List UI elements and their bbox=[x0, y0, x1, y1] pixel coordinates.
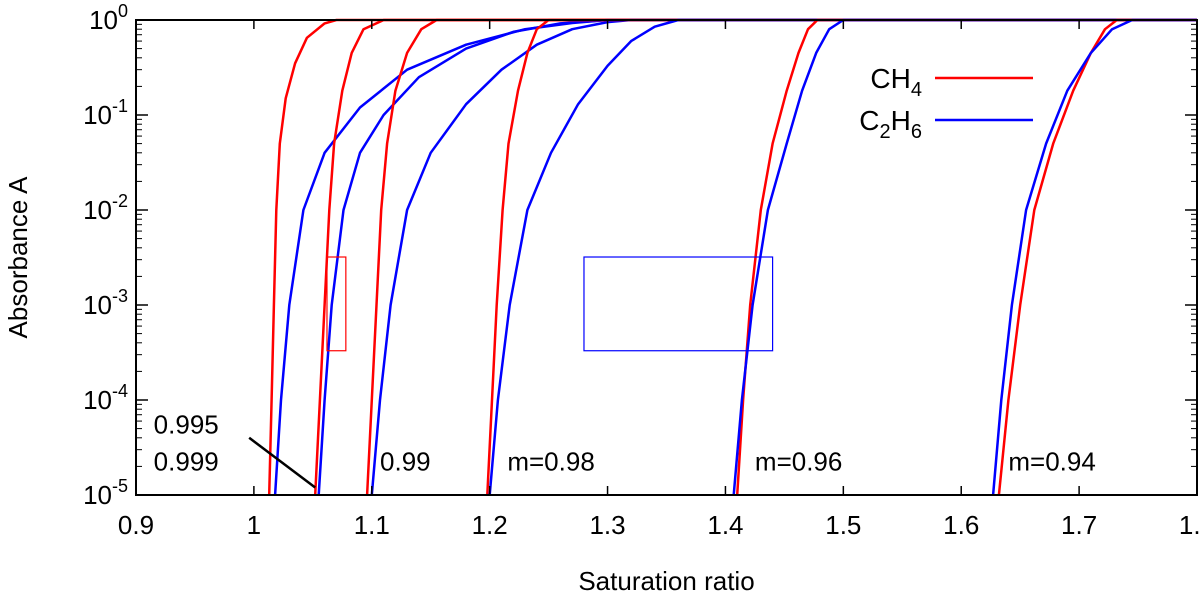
series-line-ch4-m-0-999 bbox=[267, 18, 1197, 496]
annotation-pointer-line bbox=[248, 436, 316, 489]
annotation-0-999: 0.999 bbox=[154, 447, 219, 477]
series-line-c2h6-m-0-98 bbox=[488, 18, 1197, 496]
legend-label-ch4: CH4 bbox=[870, 63, 922, 101]
x-axis-ticks: 0.9 1 1.1 1.2 1.3 1.4 1.5 1.6 1.7 1.8 bbox=[118, 20, 1200, 540]
y-axis-ticks: 100 10-1 10-2 10-3 10-4 10-5 bbox=[83, 1, 1197, 510]
curves-layer bbox=[267, 18, 1197, 496]
series-line-c2h6-m-0-995 bbox=[317, 18, 1197, 496]
series-line-ch4-m-0-96 bbox=[735, 18, 1197, 496]
annotation-m-0-96: m=0.96 bbox=[755, 447, 842, 477]
annotation-0-99: 0.99 bbox=[380, 447, 431, 477]
series-line-ch4-m-0-995 bbox=[313, 18, 1197, 496]
y-tick-label: 10-4 bbox=[83, 381, 128, 415]
x-tick-label: 1.8 bbox=[1179, 510, 1200, 540]
inset-boxes-layer bbox=[326, 256, 774, 352]
x-tick-label: 1.7 bbox=[1061, 510, 1097, 540]
y-tick-label: 10-2 bbox=[83, 191, 128, 225]
plot-frame bbox=[135, 19, 1198, 496]
x-tick-label: 1.5 bbox=[825, 510, 861, 540]
x-tick-label: 1.3 bbox=[589, 510, 625, 540]
blue-inset-box bbox=[583, 256, 774, 352]
y-axis-title: Absorbance A bbox=[3, 176, 33, 339]
series-line-c2h6-m-0-96 bbox=[732, 18, 1197, 496]
x-axis-title: Saturation ratio bbox=[578, 566, 754, 596]
legend-label-c2h6: C2H6 bbox=[859, 105, 922, 143]
x-tick-label: 1.6 bbox=[943, 510, 979, 540]
x-tick-label: 1 bbox=[247, 510, 261, 540]
red-inset-box bbox=[326, 256, 347, 352]
annotation-0-995: 0.995 bbox=[154, 410, 219, 440]
x-tick-label: 1.1 bbox=[354, 510, 390, 540]
y-tick-label: 100 bbox=[89, 1, 128, 35]
series-line-ch4-m-0-99 bbox=[365, 18, 1197, 496]
y-tick-label: 10-5 bbox=[83, 476, 128, 510]
series-line-c2h6-m-0-94 bbox=[991, 18, 1197, 496]
legend: CH4 C2H6 bbox=[859, 63, 1033, 143]
series-line-c2h6-m-0-99 bbox=[370, 18, 1197, 496]
y-tick-label: 10-1 bbox=[83, 96, 128, 130]
annotation-m-0-94: m=0.94 bbox=[1008, 447, 1095, 477]
y-tick-label: 10-3 bbox=[83, 286, 128, 320]
x-tick-label: 1.2 bbox=[472, 510, 508, 540]
annotations-layer: 0.995 0.999 0.99 m=0.98 m=0.96 m=0.94 bbox=[154, 410, 1096, 489]
annotation-m-0-98: m=0.98 bbox=[507, 447, 594, 477]
series-line-ch4-m-0-94 bbox=[997, 18, 1197, 496]
x-tick-label: 1.4 bbox=[707, 510, 743, 540]
series-line-ch4-m-0-98 bbox=[486, 18, 1197, 496]
x-tick-label: 0.9 bbox=[118, 510, 154, 540]
